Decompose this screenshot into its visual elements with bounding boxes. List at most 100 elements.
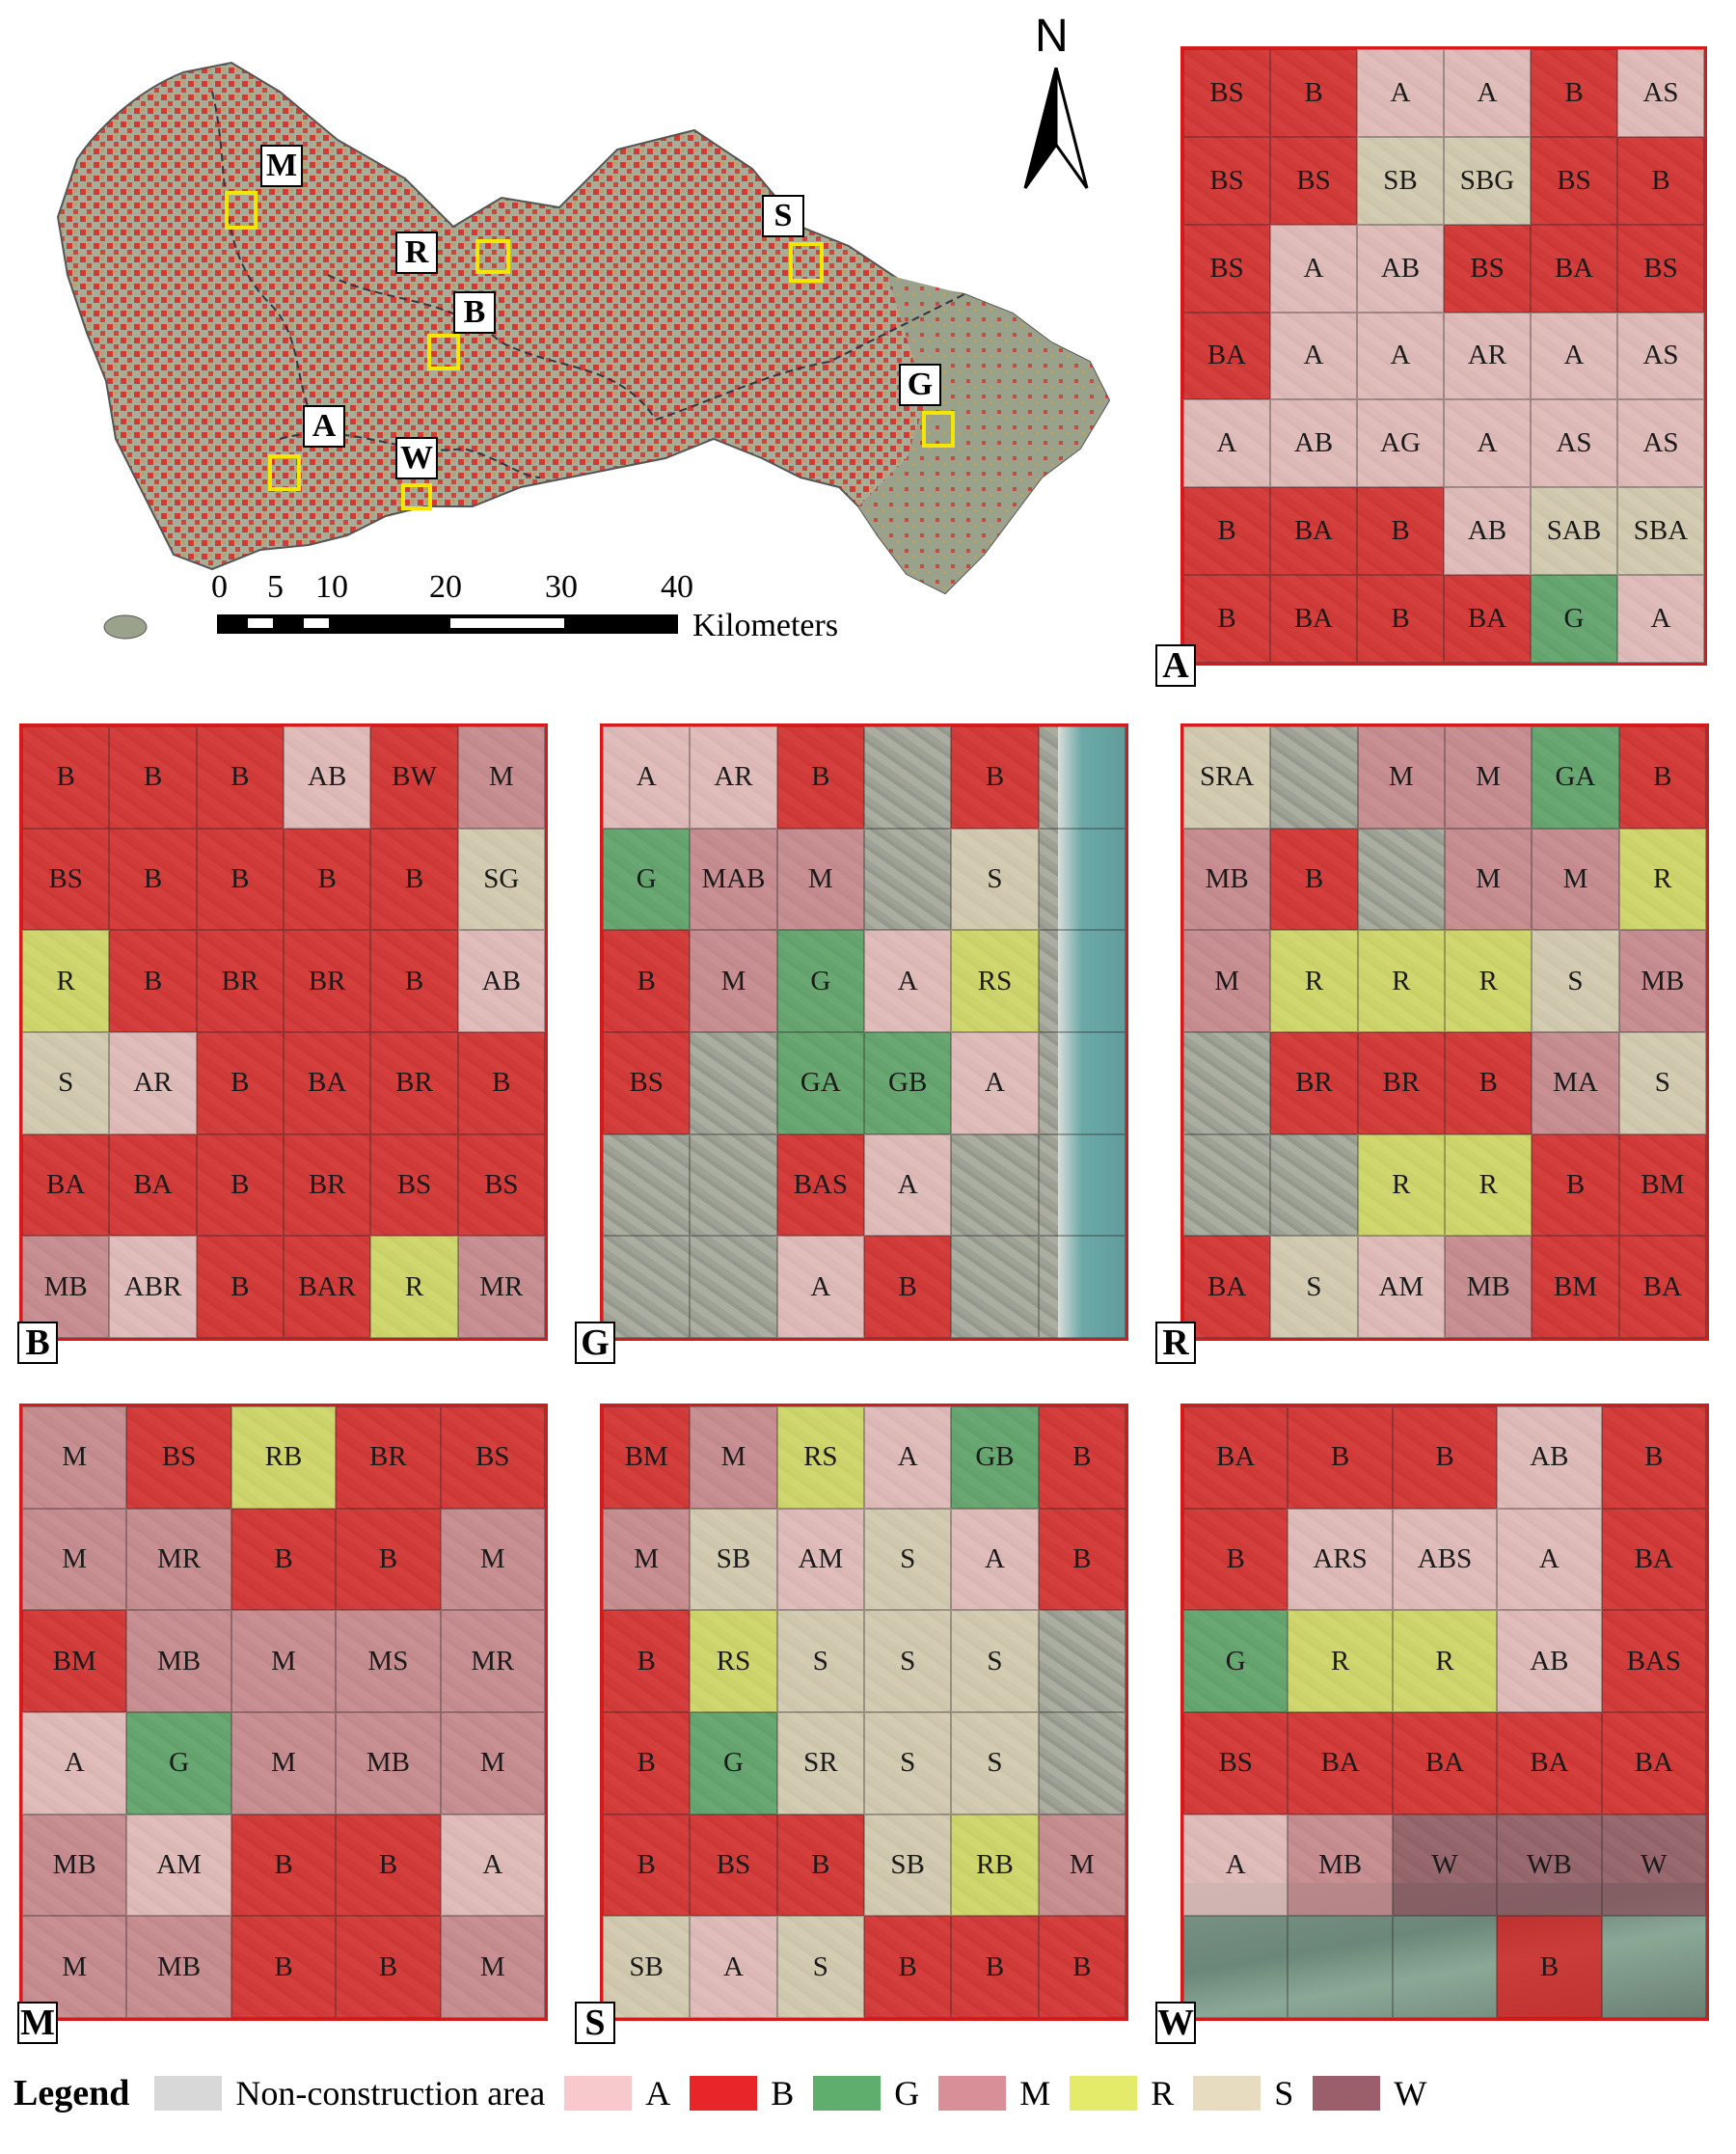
grid-cell: B xyxy=(951,1916,1039,2018)
cell-label: SBA xyxy=(1633,515,1689,547)
grid-cell: S xyxy=(776,1916,864,2018)
cell-label: B xyxy=(1217,603,1236,635)
cell-label: M xyxy=(62,1441,88,1473)
grid-cell: A xyxy=(1444,49,1531,137)
cell-label: R xyxy=(56,965,75,996)
grid-cell: B xyxy=(776,1813,864,1917)
site-box-A xyxy=(268,454,301,491)
cell-label: S xyxy=(1306,1270,1322,1302)
cell-label: BS xyxy=(161,1441,197,1473)
grid-cell: B xyxy=(109,930,197,1032)
grid-cell: BA xyxy=(1601,1508,1706,1611)
grid-cell: A xyxy=(603,726,691,829)
cell-label: AS xyxy=(1642,427,1679,459)
grid-cell: MB xyxy=(126,1916,231,2018)
grid-cell: W xyxy=(1601,1813,1706,1917)
cell-label: B xyxy=(56,761,75,793)
cell-label: B xyxy=(1072,1542,1092,1574)
grid-cell: AR xyxy=(1444,312,1531,400)
grid-cell: RB xyxy=(951,1813,1039,1917)
cell-label: GA xyxy=(1555,761,1596,793)
cell-label: BA xyxy=(1642,1270,1682,1302)
grid-cell: B xyxy=(370,828,458,931)
cell-label: B xyxy=(985,1950,1005,1982)
cell-label: R xyxy=(1435,1645,1454,1677)
grid-cell: SB xyxy=(603,1916,691,2018)
grid-cell: B xyxy=(1288,1406,1393,1509)
site-label-M: M xyxy=(260,145,303,187)
grid-cell: BAS xyxy=(1601,1610,1706,1712)
cell-label: A xyxy=(723,1950,744,1982)
grid-cell: A xyxy=(1183,1813,1288,1917)
north-label: N xyxy=(1035,11,1069,62)
cell-label: B xyxy=(1072,1950,1092,1982)
site-box-M xyxy=(225,191,258,230)
grid-cell: MAB xyxy=(690,828,777,931)
cell-label: BS xyxy=(1218,1747,1253,1779)
cell-label: AM xyxy=(156,1848,202,1880)
cell-label: B xyxy=(1653,761,1672,793)
grid-cell: M xyxy=(1038,1813,1126,1917)
grid-cell: A xyxy=(776,1236,864,1338)
cell-label: MB xyxy=(52,1848,96,1880)
grid-cell: R xyxy=(1445,1133,1533,1237)
grid-cell: B xyxy=(1183,1508,1288,1611)
panel-label-W: W xyxy=(1155,2002,1196,2044)
grid-cell: AB xyxy=(1357,224,1444,313)
grid-cell: AS xyxy=(1617,312,1704,400)
grid-cell: AB xyxy=(1270,399,1357,488)
grid-cell: SB xyxy=(690,1508,777,1611)
cell-label: BS xyxy=(1209,76,1244,108)
grid-cell: M xyxy=(1532,828,1619,931)
cell-label: BR xyxy=(395,1067,433,1099)
cell-label: BR xyxy=(308,1168,346,1200)
site-box-W xyxy=(401,483,432,510)
north-arrow: N xyxy=(1017,10,1095,189)
grid-cell xyxy=(864,726,952,829)
scale-tick: 30 xyxy=(545,569,578,605)
cell-label: BA xyxy=(1634,1542,1673,1574)
panel-label-G: G xyxy=(575,1322,615,1364)
grid-cell: BS xyxy=(1617,224,1704,313)
cell-label: BM xyxy=(624,1441,668,1473)
cell-label: B xyxy=(985,761,1005,793)
grid-cell: BS xyxy=(440,1406,545,1509)
cell-label: BR xyxy=(369,1441,407,1473)
cell-label: B xyxy=(1391,515,1410,547)
cell-label: BA xyxy=(46,1168,86,1200)
panel-grid: BA B B AB B B ARS ABS A BA G R R AB BAS BS BA BA BA BA A MB W W… xyxy=(1183,1406,1706,2018)
cell-label: B xyxy=(1478,1067,1498,1099)
cell-label: M xyxy=(720,1441,746,1473)
cell-label: A xyxy=(1563,340,1585,371)
grid-cell: BM xyxy=(603,1406,691,1509)
grid-cell: M xyxy=(690,930,777,1032)
grid-cell: MB xyxy=(1445,1236,1533,1338)
cell-label: MB xyxy=(1641,965,1685,996)
grid-cell: SAB xyxy=(1531,487,1617,576)
site-label-B: B xyxy=(453,291,496,334)
cell-label: A xyxy=(897,965,918,996)
grid-cell: A xyxy=(864,1406,952,1509)
legend-label: S xyxy=(1274,2074,1294,2113)
cell-label: AB xyxy=(1380,252,1421,284)
sea-area xyxy=(1058,726,1126,1338)
grid-cell xyxy=(603,1133,691,1237)
scale-tick: 20 xyxy=(429,569,462,605)
cell-label: BA xyxy=(1530,1747,1569,1779)
cell-label: B xyxy=(1072,1441,1092,1473)
grid-cell: S xyxy=(1532,930,1619,1032)
grid-cell: B xyxy=(1357,575,1444,663)
scale-bar-graphic xyxy=(217,614,678,634)
grid-cell: BAS xyxy=(776,1133,864,1237)
cell-label: BS xyxy=(1643,252,1678,284)
cell-label: AG xyxy=(1380,427,1421,459)
grid-cell: MR xyxy=(440,1610,545,1712)
grid-cell: B xyxy=(1038,1916,1126,2018)
cell-label: G xyxy=(636,862,657,894)
grid-cell: S xyxy=(1618,1031,1706,1134)
cell-label: MB xyxy=(43,1270,88,1302)
cell-label: MA xyxy=(1553,1067,1598,1099)
cell-label: RS xyxy=(977,965,1013,996)
cell-label: BS xyxy=(475,1441,510,1473)
grid-cell: SB xyxy=(864,1813,952,1917)
